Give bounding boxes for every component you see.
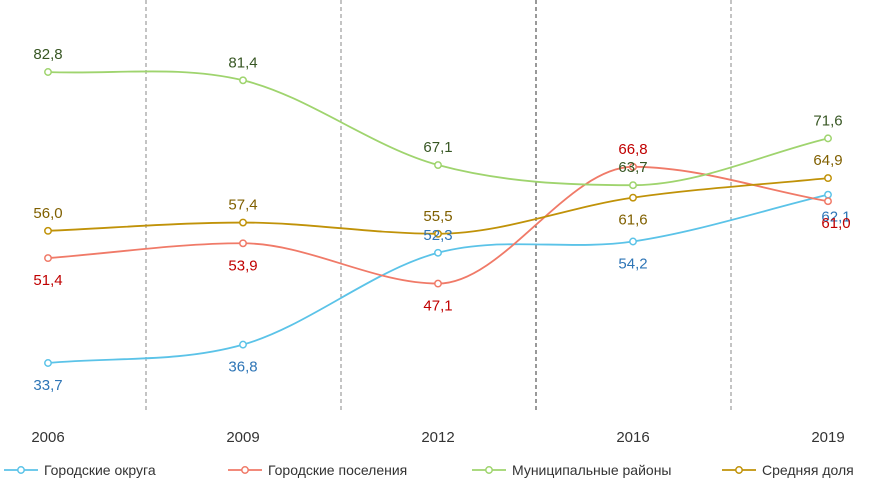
data-point <box>239 76 247 85</box>
data-point <box>239 239 247 248</box>
data-label: 54,2 <box>618 256 647 273</box>
series-line-2 <box>47 165 829 285</box>
data-label: 71,6 <box>813 112 842 129</box>
data-label: 61,0 <box>821 215 850 232</box>
legend-label: Средняя доля <box>762 462 854 478</box>
legend-item: Городские округа <box>4 462 156 478</box>
data-point <box>629 162 637 171</box>
data-point <box>824 197 832 206</box>
data-label: 51,4 <box>33 272 62 289</box>
data-point <box>434 279 442 288</box>
data-label: 53,9 <box>228 257 257 274</box>
data-label: 81,4 <box>228 54 257 71</box>
data-labels: 33,7 36,8 52,3 54,2 62,1 51,4 53,9 47,1 66,8 61,0… <box>33 46 850 394</box>
legend-item: Муниципальные районы <box>472 462 671 478</box>
data-label: 66,8 <box>618 141 647 158</box>
data-point <box>44 359 52 367</box>
data-label: 67,1 <box>423 139 452 156</box>
legend: Городские округа Городские поселения Муниц… <box>4 462 854 478</box>
x-tick-label: 2019 <box>811 429 844 446</box>
data-label: 52,3 <box>423 227 452 244</box>
data-label: 33,7 <box>33 377 62 394</box>
data-label: 64,9 <box>813 152 842 169</box>
data-point <box>824 190 832 199</box>
x-tick-label: 2006 <box>31 429 64 446</box>
data-label: 57,4 <box>228 197 257 214</box>
legend-swatch-marker <box>485 466 493 474</box>
legend-label: Муниципальные районы <box>512 462 671 478</box>
legend-item: Городские поселения <box>228 462 407 478</box>
data-point <box>239 218 247 227</box>
data-label: 56,0 <box>33 205 62 222</box>
data-label: 82,8 <box>33 46 62 63</box>
x-tick-label: 2012 <box>421 429 454 446</box>
data-point <box>434 229 442 238</box>
legend-swatch-marker <box>17 466 25 474</box>
legend-swatch-marker <box>735 466 743 474</box>
data-point <box>44 226 52 235</box>
data-point <box>44 254 52 263</box>
x-tick-label: 2009 <box>226 429 259 446</box>
legend-label: Городские округа <box>44 462 156 478</box>
data-point <box>434 161 442 169</box>
data-point <box>824 174 832 183</box>
x-tick-label: 2016 <box>616 429 649 446</box>
data-point <box>434 248 442 257</box>
data-label: 62,1 <box>821 209 850 226</box>
grid-lines <box>145 0 732 412</box>
data-label: 36,8 <box>228 359 257 376</box>
data-label: 63,7 <box>618 159 647 176</box>
data-point <box>629 193 637 202</box>
data-point <box>239 340 247 349</box>
data-label: 55,5 <box>423 208 452 225</box>
data-point <box>44 68 52 76</box>
legend-label: Городские поселения <box>268 462 407 478</box>
legend-item: Средняя доля <box>722 462 854 478</box>
data-label: 61,6 <box>618 212 647 229</box>
legend-swatch-marker <box>241 466 249 474</box>
x-axis-ticks: 2006 2009 2012 2016 2019 <box>31 429 844 446</box>
data-point <box>629 181 637 190</box>
series-lines <box>44 68 832 367</box>
data-label: 47,1 <box>423 298 452 315</box>
data-point <box>629 237 637 246</box>
data-point <box>824 134 832 143</box>
